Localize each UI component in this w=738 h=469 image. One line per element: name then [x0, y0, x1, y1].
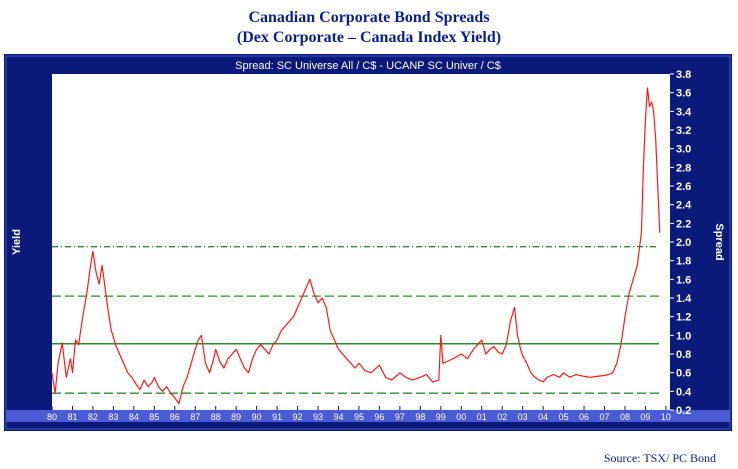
x-tick-label: 00 [456, 412, 466, 422]
x-tick-label: 03 [518, 412, 528, 422]
x-tick-label: 81 [67, 412, 77, 422]
x-tick-label: 97 [395, 412, 405, 422]
y-tick-label: 1.4 [676, 293, 692, 305]
series-lines [51, 87, 661, 405]
x-tick-label: 86 [170, 412, 180, 422]
y-tick-label: 2.0 [676, 237, 691, 249]
x-tick-label: 93 [313, 412, 323, 422]
chart-header: Spread: SC Universe All / C$ - UCANP SC … [235, 60, 501, 72]
series-line-1 [51, 87, 661, 405]
y-tick-label: 3.2 [676, 125, 691, 137]
x-tick-label: 91 [272, 412, 282, 422]
x-tick-label: 02 [497, 412, 507, 422]
y-tick-label: 2.8 [676, 162, 691, 174]
x-tick-label: 96 [374, 412, 384, 422]
x-axis-band [6, 410, 730, 422]
y-tick-label: 1.8 [676, 256, 691, 268]
chart-frame: Spread: SC Universe All / C$ - UCANP SC … [4, 54, 732, 431]
chart-title-line-1: Canadian Corporate Bond Spreads [248, 9, 490, 26]
x-tick-label: 01 [477, 412, 487, 422]
y-axis-label-left: Yield [11, 229, 23, 255]
y-tick-label: 0.2 [676, 405, 691, 417]
x-tick-label: 92 [293, 412, 303, 422]
y-tick-label: 3.6 [676, 88, 691, 100]
x-tick-label: 94 [333, 412, 343, 422]
x-tick-label: 89 [231, 412, 241, 422]
x-tick-label: 84 [129, 412, 139, 422]
y-tick-label: 1.2 [676, 312, 691, 324]
y-tick-label: 3.0 [676, 144, 691, 156]
x-tick-label: 05 [559, 412, 569, 422]
x-tick-label: 83 [108, 412, 118, 422]
y-tick-label: 0.4 [676, 386, 692, 398]
x-tick-label: 08 [620, 412, 630, 422]
chart-border [5, 55, 731, 430]
x-tick-label: 90 [252, 412, 262, 422]
reference-lines [52, 246, 659, 394]
y-tick-label: 1.6 [676, 274, 691, 286]
x-tick-label: 87 [190, 412, 200, 422]
y-tick-label: 2.6 [676, 181, 691, 193]
x-tick-label: 10 [661, 412, 671, 422]
x-tick-label: 07 [600, 412, 610, 422]
y-tick-label: 3.4 [676, 106, 692, 118]
y-tick-label: 2.2 [676, 218, 691, 230]
x-tick-label: 06 [579, 412, 589, 422]
x-axis-ticks: 80 81 82 83 84 85 86 87 88 89 90 91 92 93 94 95 96 97 98 99… [47, 406, 671, 422]
x-tick-label: 95 [354, 412, 364, 422]
y-tick-label: 3.8 [676, 69, 691, 81]
x-tick-label: 09 [640, 412, 650, 422]
x-tick-label: 99 [436, 412, 446, 422]
source-note: Source: TSX/ PC Bond [603, 451, 716, 465]
chart-title-line-2: (Dex Corporate – Canada Index Yield) [236, 29, 502, 46]
x-tick-label: 85 [149, 412, 159, 422]
plot-area [52, 74, 670, 410]
x-tick-label: 98 [415, 412, 425, 422]
y-tick-label: 0.6 [676, 368, 691, 380]
x-tick-label: 88 [211, 412, 221, 422]
y-axis-ticks: 3.8 3.6 3.4 3.2 3.0 2.8 2.6 2.4 2.2 2.0 1.8 1.6 1.4 1… [670, 69, 692, 417]
y-tick-label: 2.4 [676, 200, 692, 212]
y-tick-label: 0.8 [676, 349, 691, 361]
y-axis-label-right: Spread [713, 223, 725, 260]
y-tick-label: 1.0 [676, 330, 691, 342]
x-tick-label: 04 [538, 412, 548, 422]
x-tick-label: 80 [47, 412, 57, 422]
x-tick-label: 82 [88, 412, 98, 422]
